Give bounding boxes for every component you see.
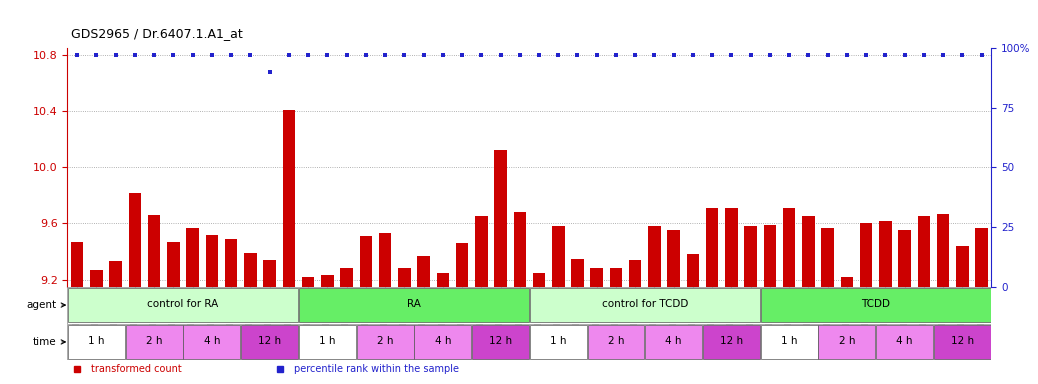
Bar (552, 226, 565, 286)
Bar (167, 242, 180, 286)
Bar (359, 236, 372, 286)
Bar (687, 254, 700, 286)
Bar (876, 324, 933, 359)
Text: percentile rank within the sample: percentile rank within the sample (294, 364, 459, 374)
Text: 2 h: 2 h (377, 336, 393, 346)
Bar (937, 214, 950, 286)
Bar (934, 324, 991, 359)
Bar (629, 260, 641, 286)
Bar (761, 324, 818, 359)
Bar (918, 217, 930, 286)
Text: GDS2965 / Dr.6407.1.A1_at: GDS2965 / Dr.6407.1.A1_at (71, 27, 242, 40)
Text: control for TCDD: control for TCDD (602, 300, 688, 310)
Text: 1 h: 1 h (781, 336, 797, 346)
Bar (67, 324, 125, 359)
Bar (241, 324, 298, 359)
Bar (514, 212, 526, 286)
Bar (591, 268, 603, 286)
Bar (899, 230, 911, 286)
Bar (703, 324, 760, 359)
Text: 12 h: 12 h (720, 336, 743, 346)
Bar (859, 223, 873, 286)
Bar (282, 110, 295, 286)
Bar (571, 258, 583, 286)
Bar (379, 233, 391, 286)
Text: transformed count: transformed count (90, 364, 182, 374)
Text: 12 h: 12 h (951, 336, 974, 346)
Bar (818, 324, 875, 359)
Text: 1 h: 1 h (550, 336, 567, 346)
Text: 1 h: 1 h (319, 336, 335, 346)
Text: 1 h: 1 h (88, 336, 105, 346)
Bar (726, 208, 738, 286)
Bar (109, 262, 121, 286)
Bar (879, 221, 892, 286)
Text: control for RA: control for RA (147, 300, 219, 310)
Bar (244, 253, 256, 286)
Bar (186, 228, 199, 286)
Text: agent: agent (26, 300, 65, 310)
Text: 2 h: 2 h (145, 336, 162, 346)
Text: 12 h: 12 h (258, 336, 281, 346)
Bar (302, 277, 315, 286)
Bar (821, 228, 834, 286)
Bar (147, 215, 160, 286)
Bar (472, 324, 529, 359)
Text: 4 h: 4 h (897, 336, 913, 346)
Bar (529, 324, 586, 359)
Bar (783, 208, 795, 286)
Bar (71, 242, 83, 286)
Bar (456, 243, 468, 286)
Text: 4 h: 4 h (665, 336, 682, 346)
Text: 2 h: 2 h (839, 336, 855, 346)
Bar (356, 324, 413, 359)
Bar (414, 324, 471, 359)
Bar (648, 226, 661, 286)
Text: 4 h: 4 h (203, 336, 220, 346)
Bar (184, 324, 241, 359)
Bar (588, 324, 645, 359)
Bar (744, 226, 757, 286)
Bar (802, 217, 815, 286)
Bar (321, 275, 333, 286)
Bar (706, 208, 718, 286)
Bar (841, 277, 853, 286)
Bar (764, 225, 776, 286)
Bar (340, 268, 353, 286)
Bar (206, 235, 218, 286)
Bar (976, 228, 988, 286)
Bar (646, 324, 703, 359)
Bar (532, 273, 545, 286)
Text: 4 h: 4 h (435, 336, 452, 346)
Bar (417, 256, 430, 286)
Bar (299, 288, 529, 323)
Text: RA: RA (407, 300, 420, 310)
Bar (398, 268, 411, 286)
Bar (90, 270, 103, 286)
Bar (609, 268, 622, 286)
Bar (264, 260, 276, 286)
Bar (299, 324, 356, 359)
Text: 12 h: 12 h (489, 336, 512, 346)
Bar (667, 230, 680, 286)
Bar (956, 246, 968, 286)
Bar (437, 273, 449, 286)
Bar (129, 193, 141, 286)
Bar (126, 324, 183, 359)
Text: 2 h: 2 h (607, 336, 624, 346)
Bar (529, 288, 760, 323)
Bar (761, 288, 991, 323)
Bar (225, 239, 238, 286)
Bar (67, 288, 298, 323)
Text: TCDD: TCDD (862, 300, 891, 310)
Bar (494, 151, 507, 286)
Text: time: time (33, 337, 65, 347)
Bar (475, 217, 488, 286)
